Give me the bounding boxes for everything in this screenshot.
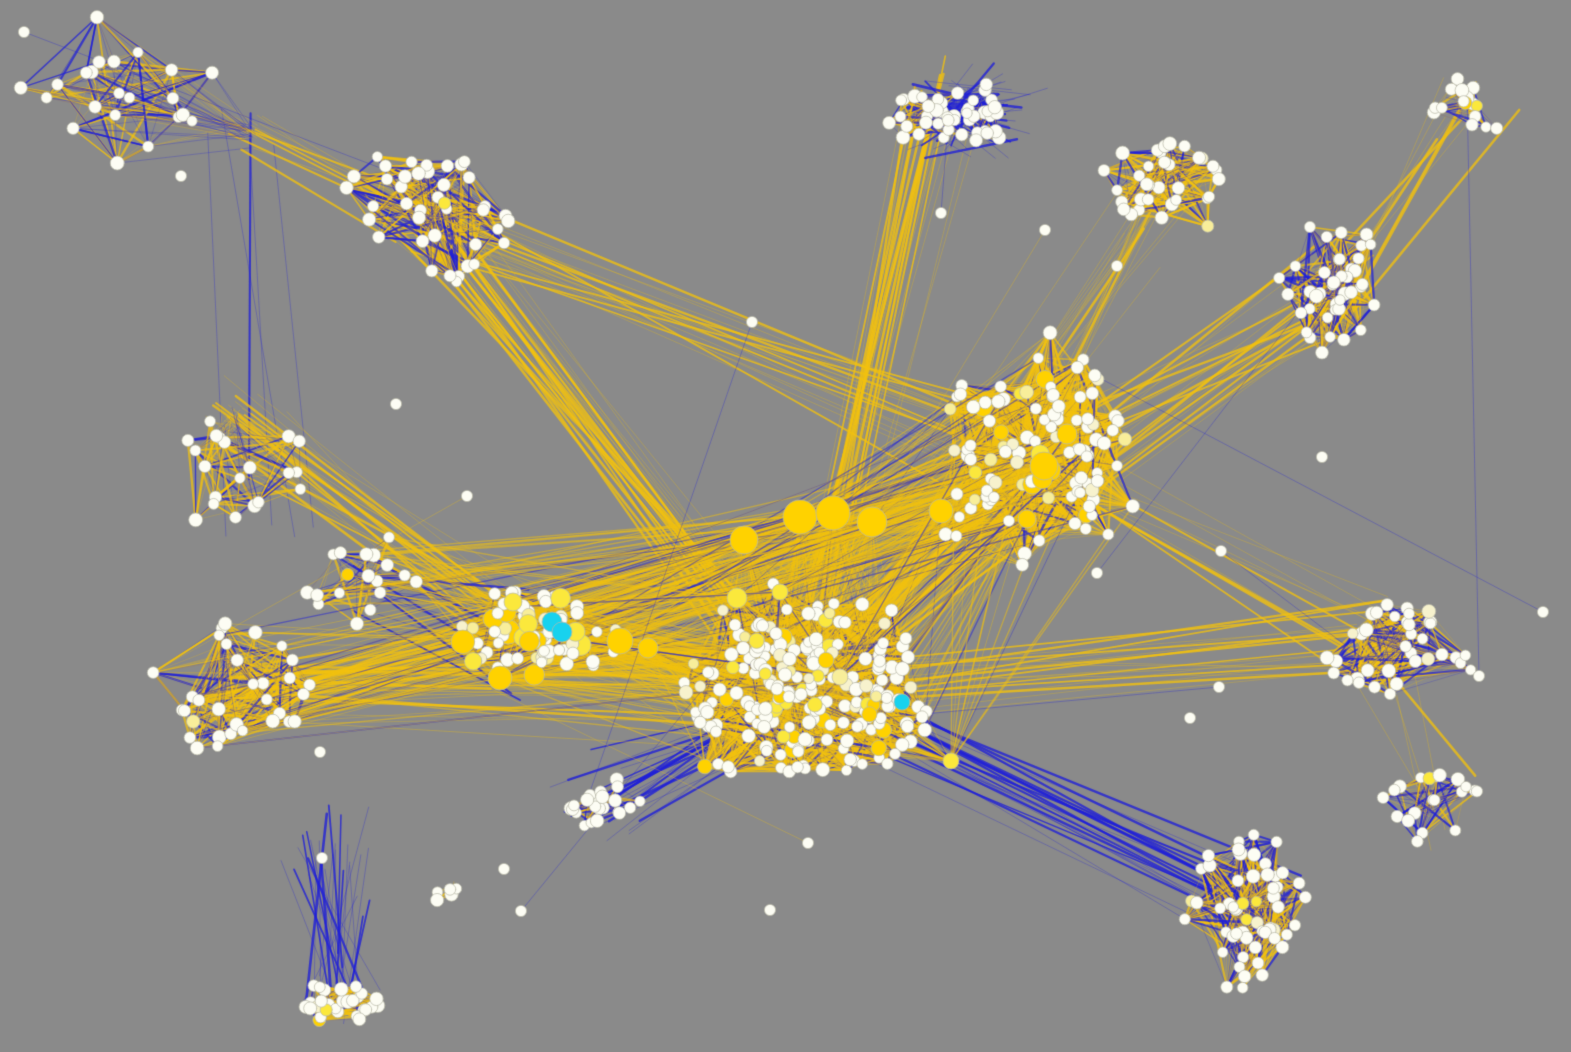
graph-visualization-root[interactable] — [0, 0, 1571, 1052]
network-graph-canvas[interactable] — [0, 0, 1571, 1052]
network-graph-overlay — [0, 0, 1571, 1052]
